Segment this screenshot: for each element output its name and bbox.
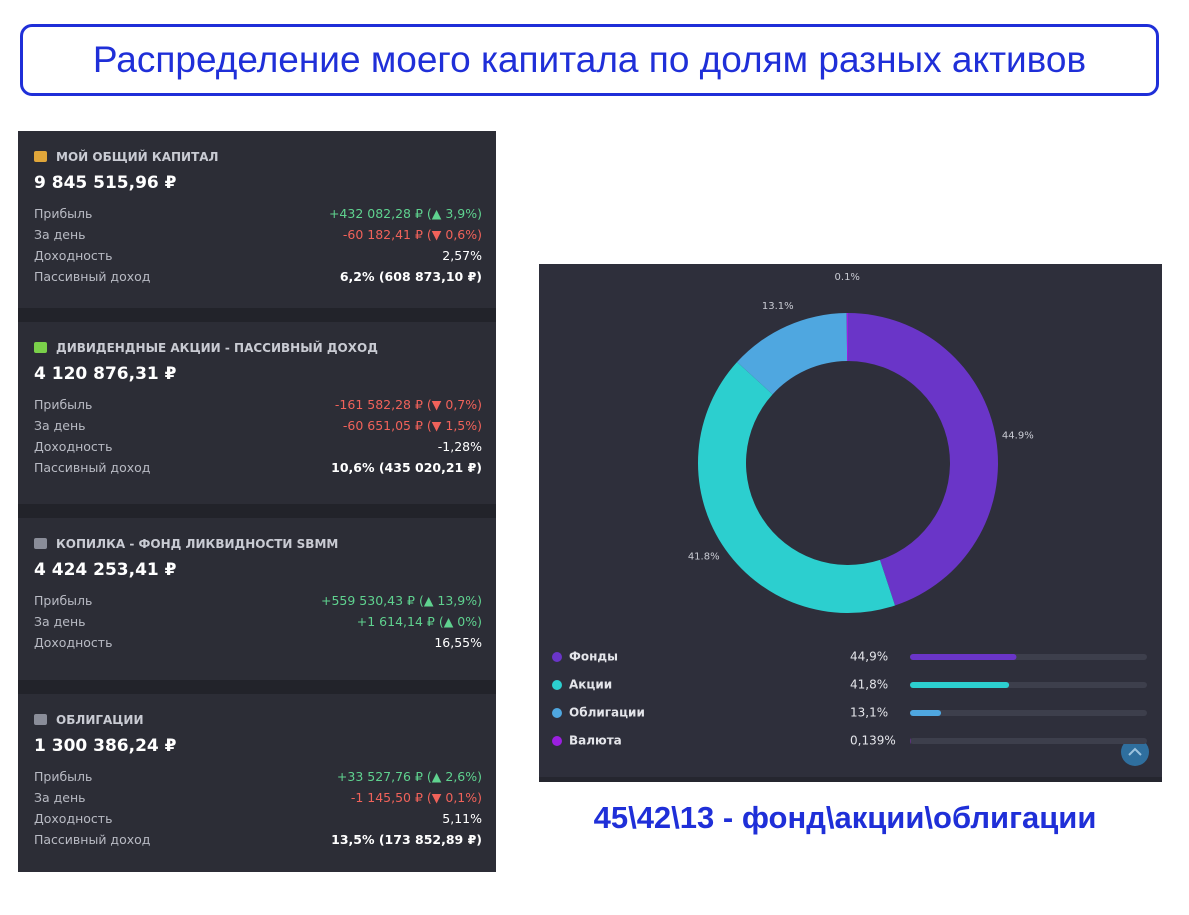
legend-dot [552, 736, 562, 746]
row-value: 10,6% (435 020,21 ₽) [331, 460, 482, 475]
legend-label: Фонды [569, 650, 618, 664]
legend-value: 44,9% [850, 650, 888, 664]
slice-label: 41.8% [688, 552, 720, 563]
caption: 45\42\13 - фонд\акции\облигации [593, 800, 1097, 835]
row-value: -161 582,28 ₽ (▼ 0,7%) [334, 397, 482, 412]
card-title: МОЙ ОБЩИЙ КАПИТАЛ [56, 150, 219, 164]
scroll-up-button[interactable] [1121, 738, 1149, 766]
legend-label: Акции [569, 678, 612, 692]
donut-slice [737, 313, 848, 395]
row-label: За день [34, 614, 86, 629]
row-label: Пассивный доход [34, 269, 151, 284]
card-total: 4 424 253,41 ₽ [34, 560, 177, 580]
legend-bar [910, 654, 1017, 660]
row-label: Пассивный доход [34, 460, 151, 475]
chart: 44.9% 41.8% 13.1% 0.1% Фонды 44,9% Акции 41,8% О… [539, 264, 1162, 782]
header: Распределение моего капитала по долям ра… [20, 24, 1159, 96]
header-title: Распределение моего капитала по долям ра… [92, 39, 1087, 80]
row-value: -60 182,41 ₽ (▼ 0,6%) [342, 227, 482, 242]
asset-card: МОЙ ОБЩИЙ КАПИТАЛ 9 845 515,96 ₽ Прибыль +4… [18, 131, 496, 308]
legend-bar-track [910, 710, 1147, 716]
row-value: 16,55% [434, 635, 482, 650]
card-total: 4 120 876,31 ₽ [34, 364, 177, 384]
card-icon [34, 342, 47, 353]
row-label: За день [34, 418, 86, 433]
donut-slice [698, 362, 896, 613]
row-label: Доходность [34, 635, 113, 650]
card-title: ОБЛИГАЦИИ [56, 713, 144, 727]
donut-slice [848, 313, 998, 606]
row-label: Прибыль [34, 593, 93, 608]
row-label: Прибыль [34, 769, 93, 784]
legend-label: Облигации [569, 706, 645, 720]
legend-value: 0,139% [850, 734, 896, 748]
row-value: +1 614,14 ₽ (▲ 0%) [356, 614, 482, 629]
row-label: Пассивный доход [34, 832, 151, 847]
card-title: КОПИЛКА - ФОНД ЛИКВИДНОСТИ SBMM [56, 537, 339, 551]
legend-bar-track [910, 738, 1147, 744]
row-label: За день [34, 790, 86, 805]
row-value: +33 527,76 ₽ (▲ 2,6%) [336, 769, 482, 784]
card-icon [34, 538, 47, 549]
chart-footer [539, 777, 1162, 782]
slice-label: 13.1% [762, 301, 794, 312]
row-value: +559 530,43 ₽ (▲ 13,9%) [321, 593, 482, 608]
legend-value: 13,1% [850, 706, 888, 720]
row-label: Доходность [34, 439, 113, 454]
row-value: -60 651,05 ₽ (▼ 1,5%) [342, 418, 482, 433]
card-total: 1 300 386,24 ₽ [34, 736, 177, 756]
donut-slice [846, 313, 848, 362]
slice-label: 44.9% [1002, 431, 1034, 442]
row-label: Доходность [34, 248, 113, 263]
card-icon [34, 714, 47, 725]
scroll-up-icon [1128, 747, 1142, 756]
asset-card: ОБЛИГАЦИИ 1 300 386,24 ₽ Прибыль +33 527,76… [18, 694, 496, 872]
legend-dot [552, 652, 562, 662]
legend-dot [552, 708, 562, 718]
legend-value: 41,8% [850, 678, 888, 692]
legend-bar [910, 710, 942, 716]
asset-card: ДИВИДЕНДНЫЕ АКЦИИ - ПАССИВНЫЙ ДОХОД 4 120… [18, 322, 496, 504]
row-label: Прибыль [34, 206, 93, 221]
slice-label: 0.1% [835, 272, 860, 283]
legend-dot [552, 680, 562, 690]
card-total: 9 845 515,96 ₽ [34, 173, 177, 193]
row-value: -1,28% [437, 439, 482, 454]
row-label: За день [34, 227, 86, 242]
row-value: 13,5% (173 852,89 ₽) [331, 832, 482, 847]
card-title: ДИВИДЕНДНЫЕ АКЦИИ - ПАССИВНЫЙ ДОХОД [56, 341, 378, 355]
row-label: Прибыль [34, 397, 93, 412]
row-value: -1 145,50 ₽ (▼ 0,1%) [350, 790, 482, 805]
row-value: +432 082,28 ₽ (▲ 3,9%) [328, 206, 482, 221]
row-value: 5,11% [442, 811, 482, 826]
row-value: 6,2% (608 873,10 ₽) [339, 269, 482, 284]
row-label: Доходность [34, 811, 113, 826]
legend-label: Валюта [569, 734, 622, 748]
legend-bar [910, 682, 1010, 688]
card-icon [34, 151, 47, 162]
portfolio-panel: МОЙ ОБЩИЙ КАПИТАЛ 9 845 515,96 ₽ Прибыль +4… [18, 131, 496, 872]
asset-card: КОПИЛКА - ФОНД ЛИКВИДНОСТИ SBMM 4 424 253… [18, 518, 496, 680]
row-value: 2,57% [442, 248, 482, 263]
